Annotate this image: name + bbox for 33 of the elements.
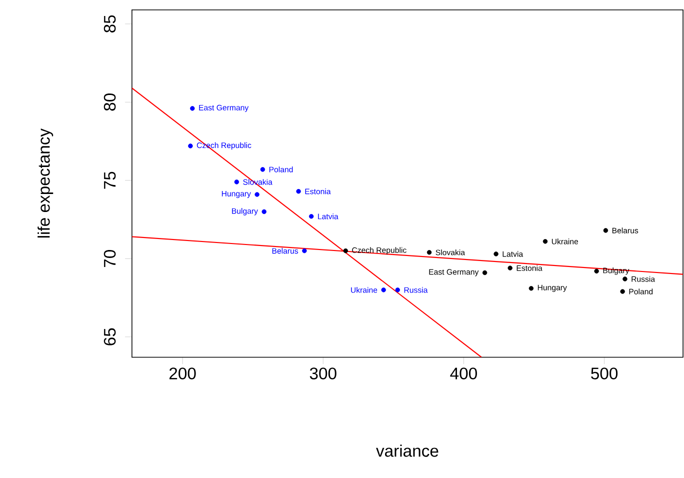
point: [395, 287, 400, 292]
point: [542, 238, 548, 244]
y-tick-label: 85: [104, 15, 116, 32]
point: [190, 106, 195, 111]
y-tick-label: 70: [104, 250, 116, 267]
point: [528, 286, 534, 291]
point: [308, 214, 314, 219]
point: [622, 276, 628, 282]
x-tick-label: 500: [591, 367, 618, 380]
point: [381, 287, 386, 292]
point: [234, 179, 240, 184]
y-tick-label: 75: [104, 172, 116, 189]
point: [262, 209, 266, 214]
point: [296, 188, 301, 194]
y-axis-title: life expectancy: [38, 128, 54, 238]
point: [603, 228, 608, 233]
point: [508, 266, 512, 270]
point: [260, 166, 266, 172]
point: [494, 251, 498, 256]
y-tick-label: 80: [104, 93, 116, 111]
x-tick-label: 200: [169, 367, 196, 380]
point: [594, 268, 599, 274]
x-tick-label: 300: [310, 367, 336, 380]
point: [343, 248, 348, 254]
point: [620, 289, 625, 294]
x-axis-title: variance: [376, 444, 438, 457]
point: [254, 192, 260, 197]
y-tick-label: 65: [104, 328, 116, 346]
point: [426, 250, 432, 255]
x-tick-label: 400: [450, 367, 477, 380]
point: [482, 270, 488, 275]
point: [302, 248, 307, 254]
point: [188, 143, 193, 148]
